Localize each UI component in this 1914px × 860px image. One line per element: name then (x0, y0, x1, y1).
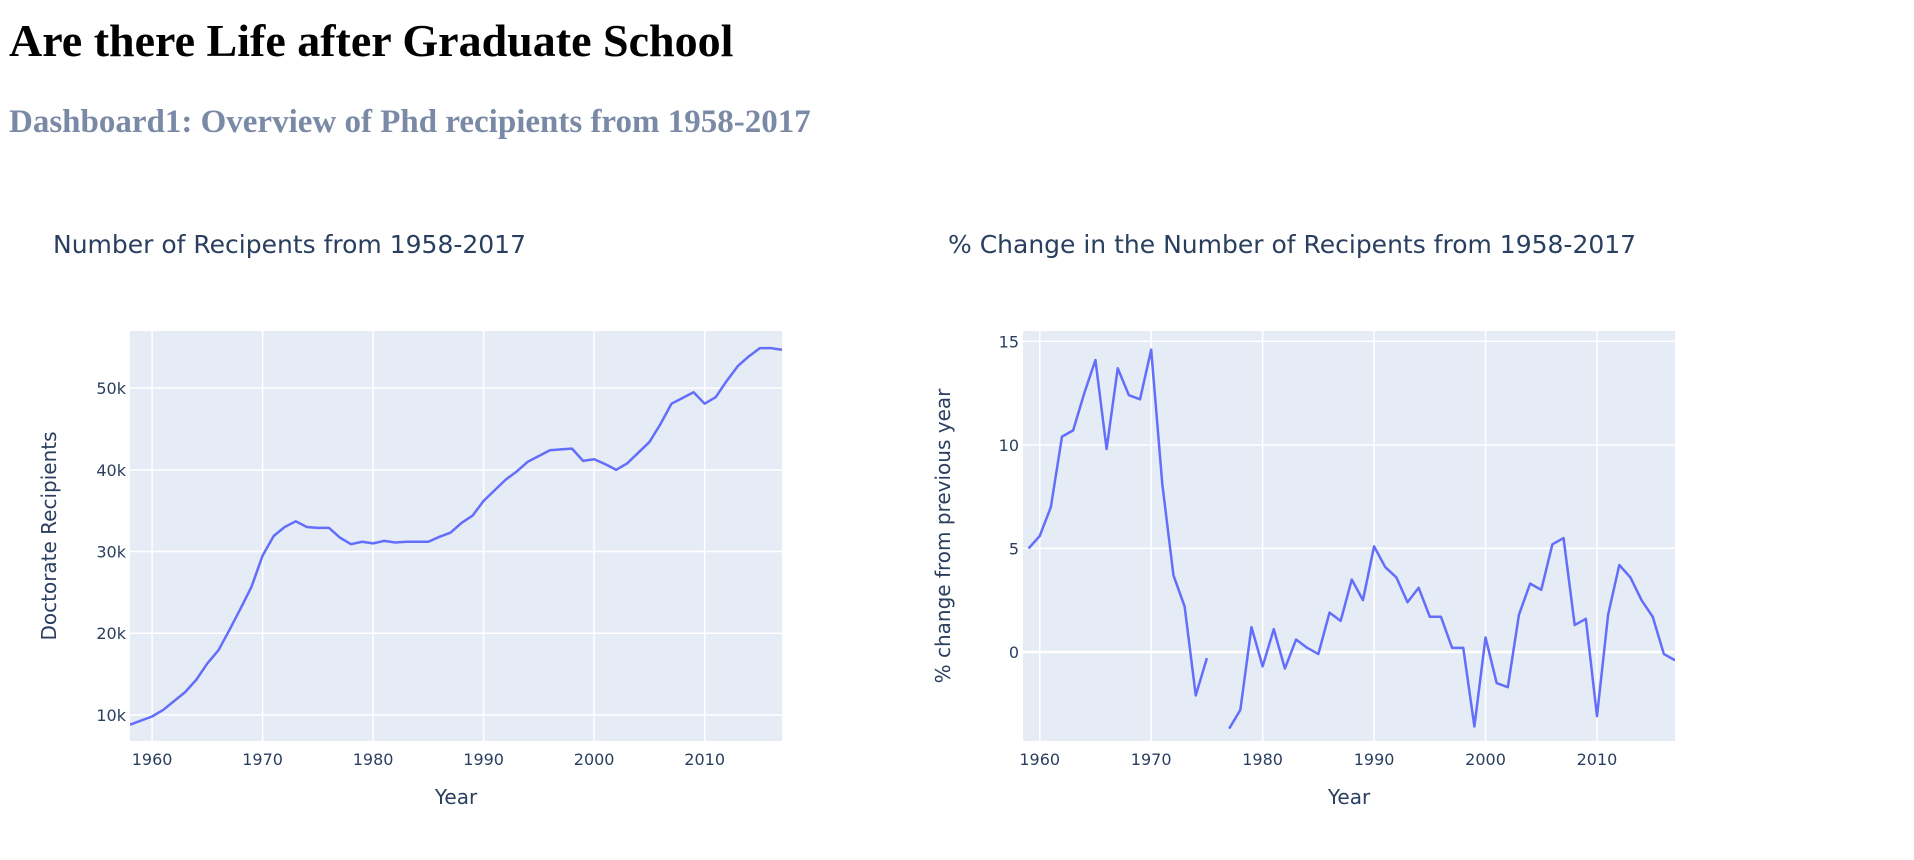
x-tick-label: 1990 (463, 750, 504, 769)
plot-area (130, 331, 782, 741)
plot-area (1023, 331, 1675, 741)
x-axis-title: Year (434, 785, 478, 809)
y-axis-title: % change from previous year (931, 388, 955, 683)
percent-change-line-chart[interactable]: % Change in the Number of Recipents from… (890, 0, 1890, 860)
x-tick-label: 2010 (1577, 750, 1618, 769)
y-axis-title: Doctorate Recipients (37, 431, 61, 640)
x-axis-title: Year (1327, 785, 1371, 809)
series-line[interactable] (130, 346, 782, 726)
y-tick-label: 5 (1009, 539, 1019, 558)
y-tick-label: 15 (999, 332, 1019, 351)
x-tick-label: 1980 (1242, 750, 1283, 769)
x-tick-label: 2010 (684, 750, 725, 769)
y-tick-label: 30k (96, 543, 126, 562)
x-tick-label: 2000 (1465, 750, 1506, 769)
series-line[interactable] (1027, 348, 1675, 730)
x-tick-label: 1990 (1354, 750, 1395, 769)
y-tick-label: 10k (96, 706, 126, 725)
y-tick-label: 0 (1009, 643, 1019, 662)
x-tick-label: 1970 (1131, 750, 1172, 769)
y-tick-label: 20k (96, 624, 126, 643)
x-tick-label: 1960 (132, 750, 173, 769)
chart-title: Number of Recipents from 1958-2017 (53, 230, 526, 259)
x-tick-label: 1980 (353, 750, 394, 769)
y-tick-label: 10 (999, 436, 1019, 455)
x-tick-label: 2000 (574, 750, 615, 769)
y-tick-label: 40k (96, 461, 126, 480)
page-subtitle: Dashboard1: Overview of Phd recipients f… (9, 104, 811, 140)
y-tick-label: 50k (96, 379, 126, 398)
chart-title: % Change in the Number of Recipents from… (948, 230, 1636, 259)
x-tick-label: 1960 (1019, 750, 1060, 769)
page-title: Are there Life after Graduate School (9, 15, 734, 66)
x-tick-label: 1970 (242, 750, 283, 769)
recipients-line-chart[interactable]: Number of Recipents from 1958-2017 1960 19… (0, 0, 890, 860)
